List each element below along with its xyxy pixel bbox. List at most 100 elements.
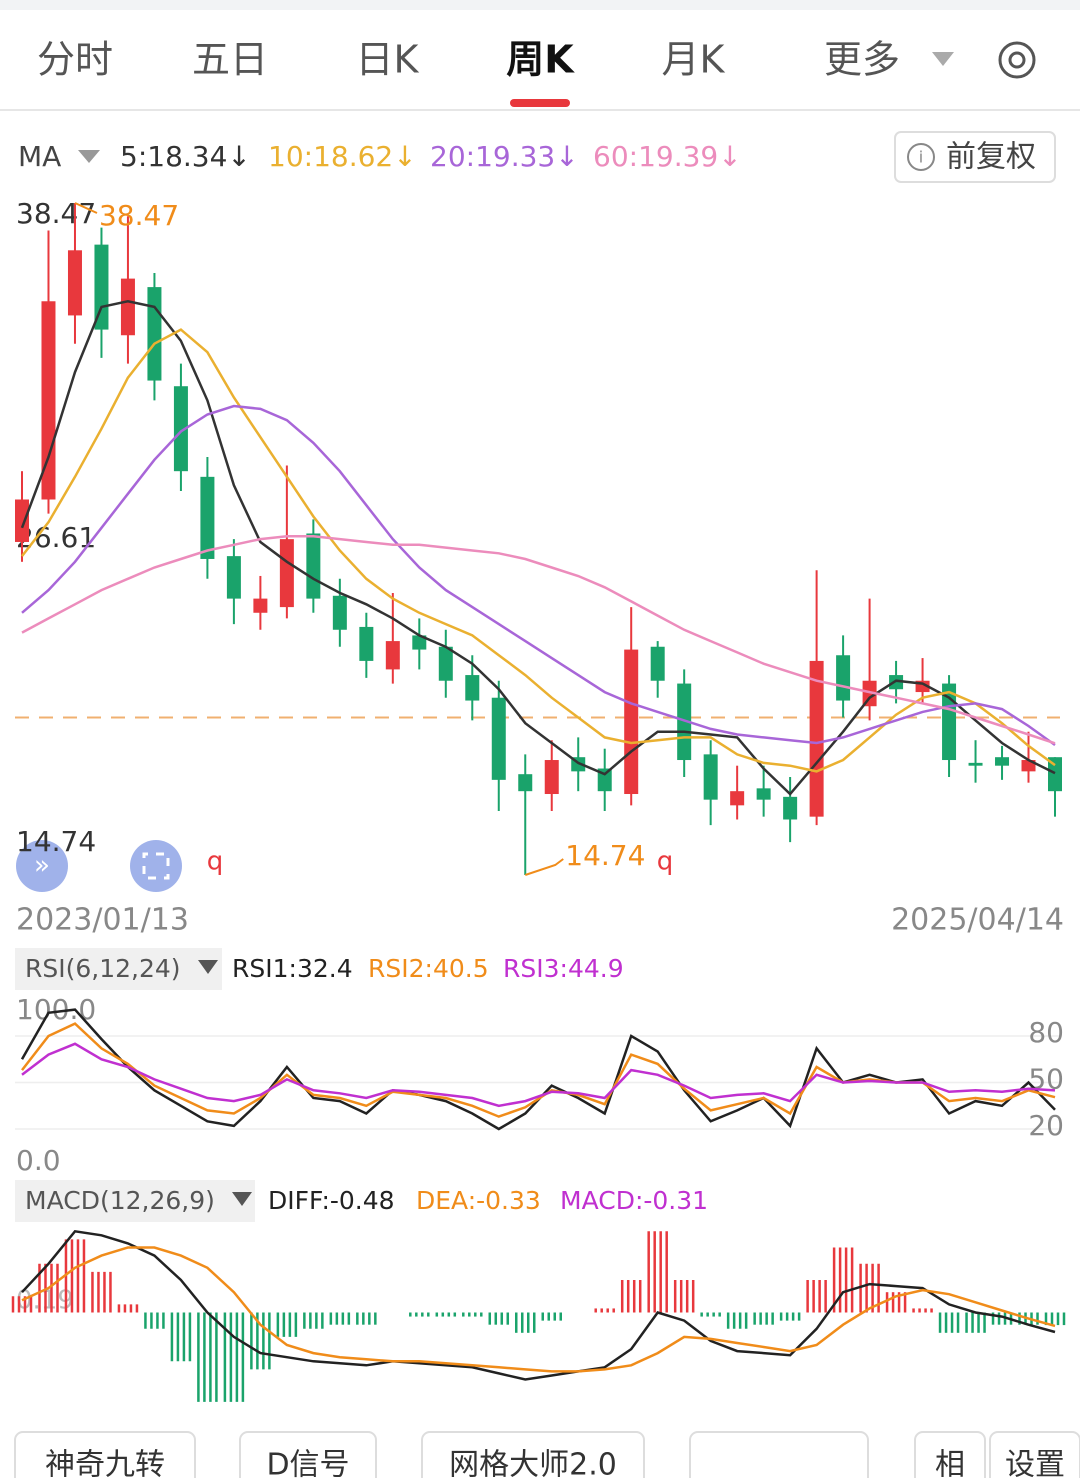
- candle-body: [836, 655, 851, 701]
- bottom-button[interactable]: 神奇九转: [45, 1448, 165, 1478]
- y-tick-label: 38.47: [16, 197, 96, 230]
- info-icon: [907, 143, 935, 171]
- candle-body: [968, 762, 983, 766]
- candle-body: [173, 386, 188, 472]
- bottom-button[interactable]: D信号: [266, 1448, 349, 1478]
- candle-body: [359, 626, 374, 661]
- candle-body: [67, 250, 82, 316]
- candle-body: [809, 660, 824, 817]
- y2-tick-label: 80: [1028, 1016, 1064, 1049]
- bottom-button-box[interactable]: [689, 1431, 869, 1478]
- candle-body: [677, 683, 692, 761]
- candle-body: [279, 539, 294, 608]
- bottom-button-box[interactable]: [421, 1431, 645, 1478]
- candle-body: [942, 683, 957, 761]
- bottom-button-box[interactable]: [914, 1431, 986, 1478]
- candle-body: [491, 697, 506, 780]
- adjust-button[interactable]: 前复权: [946, 140, 1036, 175]
- legend-title: MA: [18, 140, 61, 173]
- tab[interactable]: 周K: [506, 38, 575, 82]
- macd-header-box[interactable]: [15, 1180, 255, 1222]
- candle-body: [624, 649, 639, 795]
- rsi-title[interactable]: RSI(6,12,24): [25, 954, 181, 983]
- marker: q: [207, 847, 224, 877]
- candle-body: [518, 774, 533, 792]
- x-end-label: 2025/04/14: [891, 903, 1064, 938]
- y-tick-label: 0.0: [16, 1144, 61, 1177]
- candle-body: [412, 635, 427, 650]
- legend-item: DIFF:-0.48: [268, 1186, 395, 1215]
- status-strip: [0, 0, 1080, 10]
- rsi-header-box[interactable]: [15, 948, 222, 990]
- candle-body: [544, 760, 559, 795]
- candle-body: [597, 768, 612, 792]
- legend-item: DEA:-0.33: [416, 1186, 541, 1215]
- candle-body: [650, 646, 665, 681]
- max-label: 38.47: [99, 199, 179, 232]
- ma-line: [20, 300, 1056, 796]
- more-arrow: [932, 52, 954, 66]
- adjust-button-box[interactable]: [894, 131, 1056, 183]
- tab-underline: [510, 99, 570, 107]
- bottom-button[interactable]: 网格大师2.0: [449, 1448, 617, 1478]
- legend-item: 60:19.39↓: [593, 140, 742, 173]
- tab[interactable]: 日K: [356, 38, 420, 82]
- legend-item: 20:19.33↓: [430, 140, 579, 173]
- tab[interactable]: 月K: [662, 38, 726, 82]
- macd-line: [21, 1246, 1056, 1373]
- ma-dropdown[interactable]: [78, 150, 100, 163]
- candle-body: [756, 788, 771, 800]
- legend-item: RSI3:44.9: [503, 954, 624, 983]
- legend-item: 10:18.62↓: [268, 140, 417, 173]
- macd-title[interactable]: MACD(12,26,9): [25, 1186, 215, 1215]
- candle-body: [385, 641, 400, 670]
- candle-body: [15, 499, 29, 542]
- ma-line: [21, 404, 1056, 747]
- candle-body: [200, 476, 215, 559]
- candle-body: [332, 595, 347, 630]
- candle-body: [94, 244, 109, 330]
- macd-dropdown[interactable]: [232, 1192, 252, 1206]
- candle-body: [253, 598, 268, 613]
- tab[interactable]: 分时: [37, 38, 113, 82]
- candle-body: [438, 646, 453, 681]
- candle-body: [120, 278, 135, 336]
- rsi-dropdown[interactable]: [198, 960, 218, 974]
- candle-body: [306, 533, 321, 599]
- candle-body: [915, 680, 930, 693]
- candle-body: [703, 754, 718, 800]
- max-pointer: [74, 202, 98, 214]
- macd-line: [21, 1229, 1056, 1381]
- fullscreen-icon: [142, 852, 170, 880]
- rsi-line: [21, 1042, 1056, 1108]
- marker: q: [657, 847, 674, 877]
- legend-item: 5:18.34↓: [120, 140, 251, 173]
- legend-item: RSI2:40.5: [368, 954, 489, 983]
- bottom-button-box[interactable]: [14, 1431, 196, 1478]
- y-tick-label: 14.74: [16, 825, 96, 858]
- candle-body: [1048, 757, 1062, 792]
- min-pointer: [524, 858, 564, 876]
- candle-body: [783, 796, 798, 820]
- bottom-button-box[interactable]: [989, 1431, 1080, 1478]
- bottom-button[interactable]: 设置: [1005, 1448, 1065, 1478]
- legend-item: MACD:-0.31: [560, 1186, 708, 1215]
- tab[interactable]: 更多: [824, 38, 900, 82]
- tab[interactable]: 五日: [192, 38, 268, 82]
- expand-button[interactable]: [16, 840, 68, 892]
- x-start-label: 2023/01/13: [16, 903, 189, 938]
- rsi-line: [20, 1008, 1056, 1131]
- bottom-button-box[interactable]: [239, 1431, 377, 1478]
- candle-body: [147, 287, 162, 381]
- settings-gear[interactable]: [998, 41, 1036, 79]
- candle-body: [1021, 760, 1036, 772]
- min-label: 14.74: [565, 839, 645, 872]
- bottom-button[interactable]: 相: [935, 1448, 965, 1478]
- y-tick-label: 100.0: [16, 993, 96, 1026]
- legend-item: RSI1:32.4: [232, 954, 353, 983]
- candle-body: [862, 680, 877, 707]
- fullscreen-button[interactable]: [130, 840, 182, 892]
- ma-line: [21, 328, 1056, 773]
